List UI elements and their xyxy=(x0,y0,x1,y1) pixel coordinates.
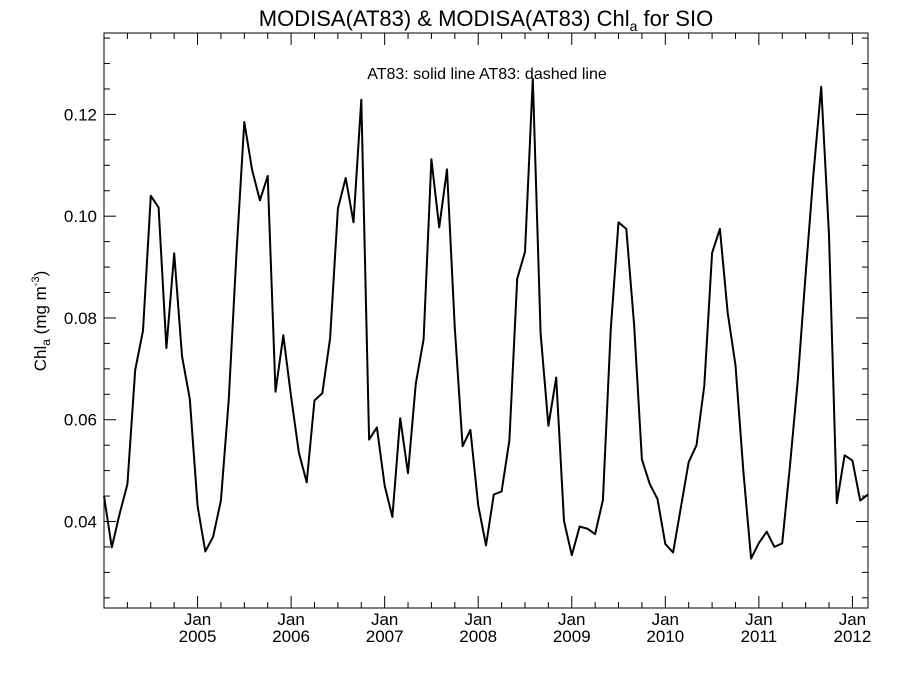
y-tick-label: 0.12 xyxy=(64,105,97,124)
y-axis-label-end: ) xyxy=(31,271,50,277)
x-tick-label-month: Jan xyxy=(652,610,679,629)
x-tick-label-month: Jan xyxy=(277,610,304,629)
x-tick-label-year: 2010 xyxy=(646,627,684,646)
chart-title-main: MODISA(AT83) & MODISA(AT83) Chl xyxy=(259,6,630,31)
y-axis-label: Chla (mg m-3) xyxy=(30,271,53,372)
x-tick-label-month: Jan xyxy=(464,610,491,629)
y-axis-label-mid: (mg m xyxy=(31,286,50,339)
series-layer xyxy=(103,77,869,560)
chart-title-subscript: a xyxy=(630,18,638,34)
x-tick-label-month: Jan xyxy=(371,610,398,629)
x-tick-label-year: 2009 xyxy=(553,627,591,646)
ticks-layer xyxy=(104,33,868,608)
x-tick-label-year: 2008 xyxy=(459,627,497,646)
x-tick-label-month: Jan xyxy=(184,610,211,629)
y-axis-label-superscript: -3 xyxy=(30,276,42,286)
y-tick-label: 0.06 xyxy=(64,411,97,430)
y-axis-label-subscript: a xyxy=(39,339,53,346)
y-tick-label: 0.10 xyxy=(64,207,97,226)
chart-title-end: for SIO xyxy=(637,6,713,31)
x-tick-label-month: Jan xyxy=(745,610,772,629)
y-tick-label: 0.08 xyxy=(64,309,97,328)
chart-title: MODISA(AT83) & MODISA(AT83) Chla for SIO xyxy=(259,6,713,34)
y-axis-label-main: Chl xyxy=(31,346,50,372)
x-tick-label-year: 2007 xyxy=(366,627,404,646)
tick-labels-layer: 0.040.060.080.100.12Jan2005Jan2006Jan200… xyxy=(64,105,871,646)
series-line-solid xyxy=(103,77,869,560)
x-tick-label-month: Jan xyxy=(839,610,866,629)
y-tick-label: 0.04 xyxy=(64,512,97,531)
plot-frame xyxy=(103,32,869,609)
x-tick-label-year: 2005 xyxy=(179,627,217,646)
legend-annotation: AT83: solid line AT83: dashed line xyxy=(367,66,607,83)
x-tick-label-year: 2012 xyxy=(833,627,871,646)
x-tick-label-year: 2011 xyxy=(741,627,778,646)
x-tick-label-year: 2006 xyxy=(272,627,310,646)
x-tick-label-month: Jan xyxy=(558,610,585,629)
